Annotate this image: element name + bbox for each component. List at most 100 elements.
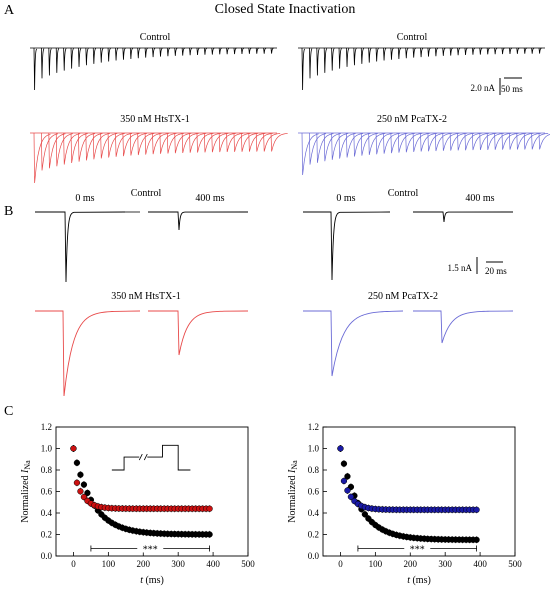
panel-a-left-control-sweep-9 (92, 47, 97, 64)
panel-a-right-pcatx-sweep-30 (516, 132, 534, 150)
panel-a-left-control-sweep-2 (41, 47, 45, 79)
panel-a-right-control-sweep-23 (464, 47, 468, 56)
panel-a-left-htstx-sweep-25 (211, 132, 229, 153)
panel-a-left-control-sweep-7 (78, 47, 82, 67)
panel-a-right-control-label: Control (397, 32, 428, 43)
panel-a-right-control-sweep-30 (516, 47, 520, 54)
panel-c-left-x-tick-label-500: 500 (241, 559, 255, 569)
panel-a-left-control-sweep-5 (63, 47, 67, 71)
panel-c-left-y-tick-label-1.2: 1.2 (41, 422, 52, 432)
panel-a-left-htstx-sweep-17 (152, 132, 170, 155)
panel-a-left-control-sweep-23 (196, 47, 200, 56)
panel-a-right-control-sweep-9 (360, 47, 365, 64)
panel-c-right-y-axis-label: Normalized INa (287, 460, 299, 523)
panel-a-right-control-sweep-15 (405, 47, 409, 59)
panel-a-left-htstx-sweep-21 (181, 132, 199, 154)
panel-b-traces (35, 211, 514, 397)
panel-a-right-pcatx-sweep-1 (301, 132, 319, 176)
panel-c-left-x-tick-label-0: 0 (71, 559, 76, 569)
panel-a-right-control-sweep-6 (338, 47, 342, 69)
panel-a-right-treatment-label: 250 nM PcaTX-2 (377, 114, 447, 125)
panel-a-right-control-sweep-29 (508, 47, 513, 55)
panel-b-right-control-400ms-trace (413, 211, 514, 223)
panel-a-left-htstx-sweep-31 (255, 132, 273, 152)
panel-c-left-protocol-break-bg (139, 453, 148, 462)
panel-letter-b: B (4, 204, 13, 219)
panel-a-right-control-sweep-16 (412, 47, 416, 58)
panel-a-left-control-sweep-10 (100, 47, 104, 63)
panel-a-right-pcatx-sweep-23 (464, 132, 482, 151)
panel-a-left-control-sweep-12 (115, 47, 119, 61)
panel-a-right-control-sweep-10 (368, 47, 372, 63)
panel-a-left-htstx-sweep-26 (218, 132, 236, 153)
panel-c-right-x-tick-label-200: 200 (404, 559, 418, 569)
panel-a-left-htstx-sweep-1 (33, 132, 51, 184)
panel-a-right-pcatx-sweep-15 (405, 132, 423, 153)
panel-b-scale-current: 1.5 nA (448, 263, 473, 273)
panel-a-right-pcatx-sweep-27 (494, 132, 512, 150)
panel-a-right-control-sweep-3 (316, 47, 320, 76)
panel-c-right-y-tick-label-0.8: 0.8 (308, 465, 320, 475)
panel-c-right-control-point-20 (344, 473, 351, 480)
panel-a-right-control-sweep-13 (390, 47, 394, 60)
panel-c-right-x-tick-label-500: 500 (508, 559, 522, 569)
panel-c-right-control-point-70 (361, 511, 369, 518)
panel-a-left-htstx-sweep-18 (159, 132, 177, 154)
panel-a-left-htstx-sweep-29 (241, 132, 259, 152)
panel-b-left-htstx-0ms-trace (35, 310, 141, 397)
panel-a-left-htstx-traces (30, 132, 288, 184)
panel-c-right-significance-label-bg (404, 543, 431, 553)
panel-a-right-control-sweep-22 (457, 47, 461, 56)
panel-a-left-control-sweep-28 (233, 47, 237, 55)
panel-a-right-control-sweep-24 (471, 47, 476, 55)
panel-a-right-control-sweep-7 (346, 47, 350, 67)
panel-c-left-toxin-point-0 (70, 445, 77, 452)
panel-c-left-significance-label: *** (143, 544, 158, 555)
panel-a-right-pcatx-sweep-24 (471, 132, 489, 151)
panel-b-left-control-0ms-trace (35, 211, 126, 283)
panel-a-left-htstx-sweep-27 (226, 132, 244, 153)
panel-c-left-control-point-40 (84, 489, 91, 497)
panel-a-left-control-sweep-16 (144, 47, 148, 58)
panel-c-right-y-tick-label-0.2: 0.2 (308, 530, 319, 540)
panel-a-right-pcatx-traces (298, 132, 550, 176)
panel-a-right-pcatx-sweep-18 (427, 132, 445, 152)
panel-a-right-pcatx-sweep-32 (531, 132, 549, 150)
panel-b-right-pcatx-400ms-trace (413, 310, 514, 344)
panel-a-right-control-sweep-25 (479, 47, 483, 55)
panel-b-left-control-label: Control (131, 188, 162, 199)
panel-c-left-toxin-point-10 (73, 479, 81, 486)
panel-a-right-pcatx-sweep-21 (449, 132, 467, 151)
panel-c-left-y-tick-label-0.0: 0.0 (41, 551, 53, 561)
panel-c-left-control-point-30 (80, 481, 88, 488)
panel-a-right-control-sweep-26 (486, 47, 490, 55)
panel-a-right-control-sweep-14 (397, 47, 402, 59)
panel-a-left-htstx-sweep-28 (233, 132, 251, 152)
panel-c-right-toxin-point-390 (473, 506, 480, 513)
panel-a-left-htstx-sweep-20 (174, 132, 192, 154)
panel-a-left-control-sweep-33 (270, 47, 274, 54)
panel-a-left-htstx-sweep-32 (263, 132, 281, 152)
panel-b-right-treatment-label: 250 nM PcaTX-2 (368, 291, 438, 302)
panel-c-right-y-tick-label-0.6: 0.6 (308, 487, 320, 497)
panel-c-left-y-tick-label-0.2: 0.2 (41, 530, 52, 540)
panel-a-left-control-sweep-32 (263, 47, 267, 54)
panel-b-right-pcatx-0ms-trace (303, 310, 404, 377)
panel-a-right-control-traces (298, 47, 545, 91)
panel-a-right-control-sweep-17 (420, 47, 424, 58)
panel-b-scale-bar (476, 257, 503, 274)
panel-a-left-control-sweep-18 (159, 47, 163, 57)
panel-a-left-control-sweep-21 (181, 47, 185, 56)
panel-c-right-x-tick-label-100: 100 (369, 559, 383, 569)
panel-a-right-pcatx-sweep-31 (523, 132, 541, 150)
panel-c-left-x-tick-label-200: 200 (137, 559, 151, 569)
panel-a-left-control-sweep-1 (33, 47, 37, 91)
panel-c-left-control-point-20 (77, 471, 84, 478)
panel-a-left-control-sweep-17 (152, 47, 156, 58)
panel-c-right-control-point-390 (473, 536, 480, 543)
panel-a-left-control-sweep-11 (107, 47, 111, 62)
panel-a-left-htstx-sweep-30 (248, 132, 266, 152)
panel-c-right-x-tick-label-400: 400 (473, 559, 487, 569)
panel-c-left-control-point-10 (73, 459, 81, 466)
